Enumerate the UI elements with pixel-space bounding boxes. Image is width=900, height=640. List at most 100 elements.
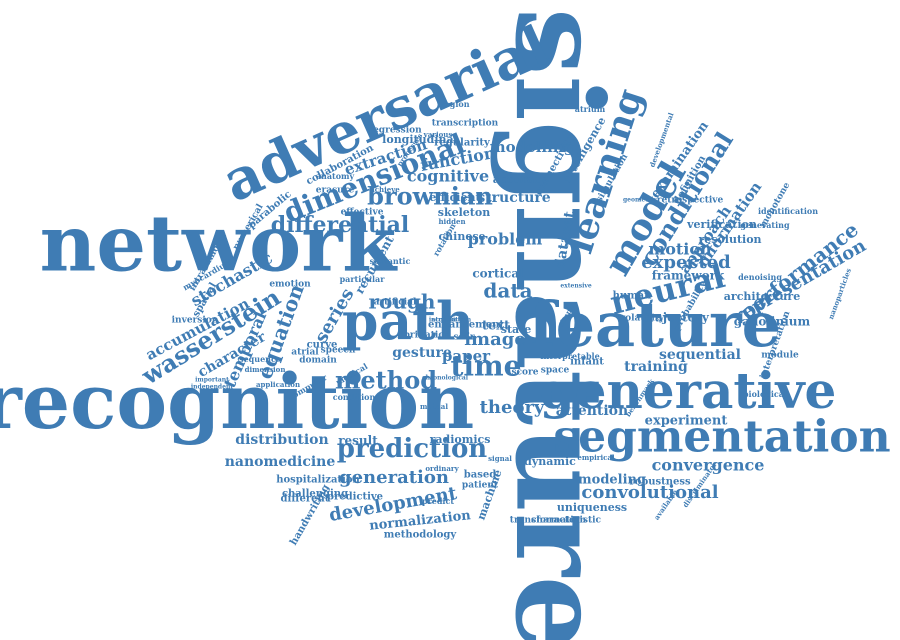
cloud-word-verification: verification (686, 218, 757, 231)
cloud-word-identification: identification (758, 206, 818, 216)
cloud-word-paper: paper (442, 347, 491, 365)
cloud-word-regularity: regularity (434, 138, 491, 149)
cloud-word-brownian: brownian (367, 182, 493, 211)
cloud-word-recognition: recognition (0, 357, 474, 446)
cloud-word-condition: condition (333, 392, 376, 402)
cloud-word-dimension: dimension (245, 365, 286, 374)
cloud-word-particular: particular (340, 274, 386, 284)
cloud-word-interpretable: interpretable (540, 351, 599, 361)
cloud-word-convergence: convergence (652, 456, 765, 475)
cloud-word-gesture: gesture (392, 345, 452, 361)
cloud-word-structure: structure (477, 190, 550, 206)
cloud-word-transformation: transformation (510, 516, 587, 526)
cloud-word-nanomedicine: nanomedicine (225, 454, 336, 470)
cloud-word-signature: signature (488, 8, 629, 640)
cloud-word-independent: independent (191, 384, 233, 391)
cloud-word-atrium: atrium (575, 104, 606, 114)
cloud-word-time: time (450, 350, 521, 383)
cloud-word-patient: patient (462, 481, 499, 491)
cloud-word-volatility: volatility (619, 314, 665, 324)
cloud-word-based: based (464, 470, 496, 481)
cloud-word-expected: expected (641, 252, 731, 273)
cloud-word-gadolinium: gadolinium (734, 315, 811, 329)
cloud-word-modeling: modeling (578, 473, 646, 488)
cloud-word-problem: problem (468, 230, 543, 249)
cloud-word-cortical: cortical (472, 267, 524, 281)
cloud-word-enhancement: enhancement (428, 320, 504, 331)
cloud-word-result: result (338, 434, 378, 448)
cloud-word-atrial: atrial (291, 348, 319, 358)
cloud-word-experiment: experiment (645, 414, 728, 429)
cloud-word-attention: attention (556, 403, 628, 419)
cloud-word-score: score (511, 368, 538, 378)
cloud-word-segmentation: segmentation (553, 412, 890, 463)
cloud-word-introduction: introduction (429, 317, 472, 324)
cloud-word-efficient: efficient (429, 191, 481, 204)
cloud-word-trajectory: trajectory (643, 311, 710, 325)
cloud-word-different: different (281, 494, 330, 505)
cloud-word-speech: speech (321, 346, 356, 356)
cloud-word-ordinary: ordinary (425, 464, 459, 473)
cloud-word-challenging: challenging (282, 489, 348, 500)
cloud-word-network: network (40, 199, 399, 290)
cloud-word-various: various (423, 130, 453, 139)
cloud-word-emotion: emotion (269, 280, 311, 290)
cloud-word-predict: predict (422, 496, 454, 506)
cloud-word-sequential: sequential (659, 347, 741, 363)
cloud-word-feature: feature (529, 288, 781, 361)
cloud-word-rough: rough (369, 290, 436, 314)
cloud-word-effective: effective (341, 208, 384, 218)
cloud-word-retrospective: retrospective (657, 196, 724, 206)
cloud-word-predictive: predictive (327, 492, 383, 503)
cloud-word-infant: infant (570, 357, 604, 368)
cloud-word-achieve: achieve (370, 185, 400, 194)
cloud-word-mutual: mutual (420, 402, 448, 411)
cloud-word-resolution: resolution (698, 233, 761, 246)
cloud-word-distribution: distribution (235, 432, 328, 448)
cloud-word-extensive: extensive (560, 283, 591, 290)
cloud-word-state: state (501, 323, 531, 336)
cloud-word-transcription: transcription (432, 119, 499, 129)
cloud-word-prediction: prediction (337, 434, 488, 464)
cloud-word-longitudinal: longitudinal (382, 133, 458, 146)
cloud-word-empirical: empirical (577, 453, 615, 462)
cloud-word-generative: generative (540, 361, 837, 420)
cloud-word-theory: theory (480, 397, 545, 418)
cloud-word-convolutional: convolutional (581, 482, 718, 503)
cloud-word-chronological: chronological (422, 375, 469, 382)
cloud-word-architecture: architecture (724, 290, 800, 303)
cloud-word-framework: framework (652, 269, 725, 283)
cloud-word-hospitalization: hospitalization (276, 475, 360, 486)
cloud-word-dynamic: dynamic (524, 455, 576, 468)
cloud-word-signal: signal (488, 454, 512, 463)
cloud-word-hidden: hidden (438, 217, 465, 226)
cloud-word-characteristic: characteristic (531, 516, 602, 526)
cloud-word-modelling: modelling (490, 138, 575, 156)
cloud-word-scar: scar (453, 333, 474, 343)
cloud-word-image: image (464, 329, 526, 350)
cloud-word-training: training (624, 359, 688, 375)
cloud-word-geometric: geometric (623, 197, 657, 204)
cloud-word-sequence: sequence (239, 354, 281, 364)
cloud-word-generating: generating (740, 220, 790, 230)
cloud-word-fibrillation: fibrillation (397, 331, 451, 341)
cloud-word-path: path (342, 292, 474, 353)
cloud-word-important: important (195, 377, 229, 384)
cloud-word-erasure: erasure (316, 186, 355, 196)
cloud-word-text: text (482, 319, 510, 334)
cloud-word-regression: regression (368, 126, 422, 136)
cloud-word-semantic: semantic (370, 256, 411, 266)
cloud-word-skeleton: skeleton (438, 206, 490, 219)
cloud-word-chinese: chinese (438, 230, 485, 243)
cloud-word-motion: motion (648, 240, 712, 259)
cloud-word-acquisition: acquisition (431, 317, 469, 324)
cloud-word-human: human (613, 291, 653, 302)
cloud-word-method: method (335, 366, 437, 395)
cloud-word-denoising: denoising (738, 272, 782, 282)
cloud-word-inversion: inversion (172, 316, 219, 326)
cloud-word-robustness: robustness (629, 477, 691, 488)
cloud-word-curve: curve (307, 340, 338, 351)
cloud-word-differential: differential (271, 212, 410, 238)
